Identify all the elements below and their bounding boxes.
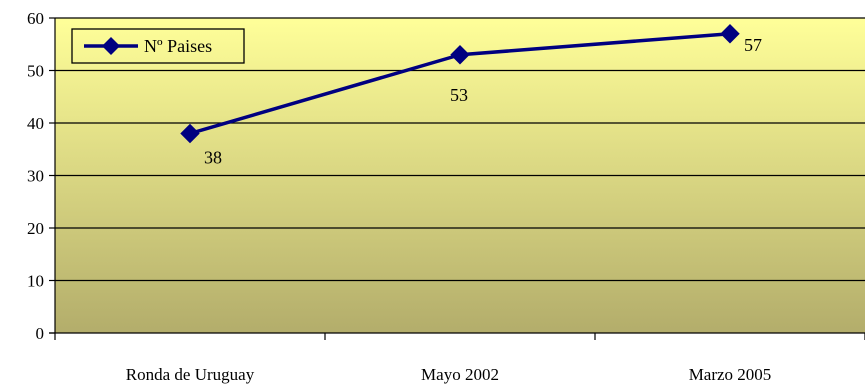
y-tick-label: 30 — [27, 167, 44, 186]
data-label: 53 — [450, 85, 468, 105]
axes — [49, 17, 865, 340]
y-tick-label: 0 — [36, 324, 45, 343]
x-tick-label: Ronda de Uruguay — [126, 365, 255, 384]
y-tick-label: 10 — [27, 272, 44, 291]
data-point-marker — [720, 24, 740, 44]
data-point-marker — [450, 45, 470, 65]
data-point-marker — [180, 123, 200, 144]
data-label: 57 — [744, 35, 762, 55]
data-label: 38 — [204, 148, 222, 168]
grid-lines — [55, 17, 865, 282]
legend-label: Nº Paises — [144, 36, 212, 56]
legend-box — [71, 28, 245, 64]
data-labels: 38 53 57 — [204, 35, 762, 168]
y-tick-label: 60 — [27, 9, 44, 28]
y-tick-label: 50 — [27, 62, 44, 81]
legend: Nº Paises — [71, 28, 245, 64]
x-tick-label: Mayo 2002 — [421, 365, 499, 384]
y-tick-label: 20 — [27, 219, 44, 238]
x-axis-tick-labels: Ronda de Uruguay Mayo 2002 Marzo 2005 — [126, 365, 772, 384]
legend-marker-swatch — [102, 37, 120, 55]
y-tick-label: 40 — [27, 114, 44, 133]
x-tick-label: Marzo 2005 — [689, 365, 772, 384]
series-nº-paises — [180, 24, 740, 144]
y-axis-tick-labels: 0 10 20 30 40 50 60 — [27, 9, 44, 343]
